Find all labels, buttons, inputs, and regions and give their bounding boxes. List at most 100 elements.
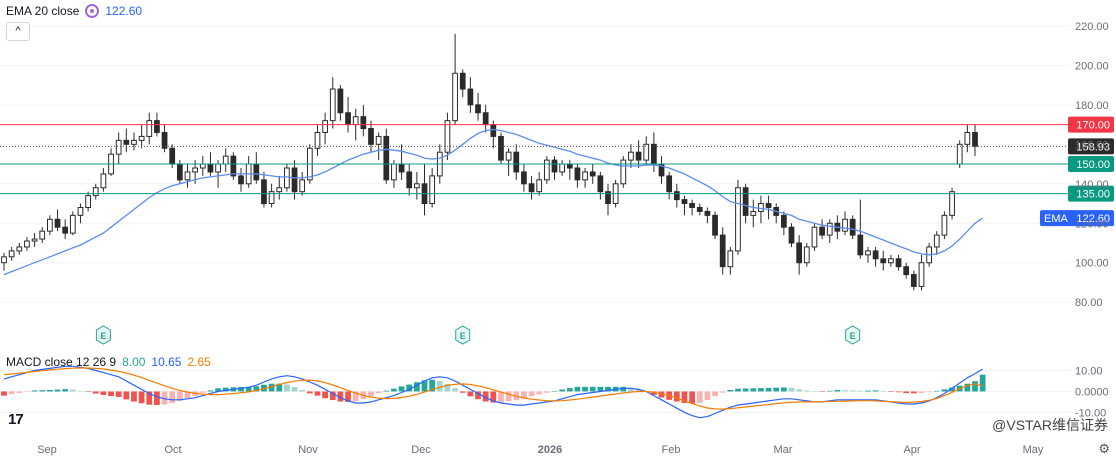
macd-histogram-bar	[398, 386, 405, 392]
level-tag-label: 170.00	[1076, 120, 1110, 132]
macd-histogram-bar	[69, 389, 76, 392]
macd-histogram-bar	[551, 391, 558, 392]
candle-body	[452, 72, 458, 122]
macd-histogram-bar	[566, 388, 573, 392]
candle-body	[161, 131, 168, 149]
settings-icon[interactable]: ⚙	[1098, 441, 1110, 456]
candle-body	[8, 250, 15, 258]
macd-histogram-bar	[421, 380, 428, 392]
macd-histogram-bar	[345, 391, 351, 402]
macd-histogram-bar	[31, 390, 38, 392]
ema-series	[3, 128, 983, 276]
x-tick-label: Apr	[903, 444, 920, 456]
candle-body	[918, 262, 925, 287]
candle-body	[842, 218, 848, 232]
candle-body	[597, 175, 604, 193]
macd-histogram-bar	[291, 387, 298, 392]
earnings-badge-label: E	[850, 331, 856, 341]
candle-body	[16, 246, 23, 252]
ema-tag-name: EMA	[1044, 213, 1069, 225]
macd-histogram-bar	[521, 391, 527, 399]
macd-histogram-bar	[712, 391, 718, 397]
candle-body	[742, 187, 749, 216]
macd-histogram-bar	[498, 391, 504, 403]
tradingview-logo[interactable]: 17	[8, 411, 24, 428]
refresh-icon[interactable]	[85, 4, 100, 18]
macd-histogram-bar	[199, 391, 206, 393]
macd-histogram-bar	[238, 387, 244, 392]
x-tick-label: Sep	[37, 444, 57, 456]
candle-body	[299, 179, 306, 193]
candle-body	[276, 187, 283, 193]
candle-body	[620, 159, 627, 185]
macd-y-tick-label: -10.00	[1075, 407, 1106, 419]
macd-histogram-bar	[482, 391, 489, 402]
macd-histogram-bar	[651, 391, 657, 395]
macd-histogram-bar	[941, 389, 948, 392]
macd-histogram-bar	[47, 389, 53, 392]
candle-body	[39, 230, 46, 240]
candle-body	[949, 191, 955, 216]
candle-body	[284, 167, 290, 189]
macd-histogram-bar	[123, 391, 130, 400]
macd-histogram-bar	[605, 386, 611, 392]
macd-histogram-bar	[559, 389, 566, 392]
macd-histogram-bar	[100, 391, 107, 396]
candle-body	[796, 242, 803, 264]
collapse-button[interactable]: ^	[6, 22, 30, 41]
macd-histogram-bar	[536, 391, 543, 395]
ema-legend-label: EMA 20 close	[6, 4, 80, 18]
candle-body	[62, 226, 69, 234]
y-tick-label: 100.00	[1075, 258, 1109, 270]
candle-body	[788, 226, 795, 244]
candle-body	[758, 203, 764, 212]
macd-histogram-bar	[758, 388, 764, 392]
macd-histogram-bar	[391, 388, 397, 392]
macd-histogram-bar	[207, 390, 214, 392]
macd-histogram-bar	[589, 386, 596, 392]
macd-histogram-bar	[375, 391, 382, 394]
candle-body	[337, 88, 344, 114]
macd-histogram-bar	[467, 391, 474, 397]
ema-legend[interactable]: EMA 20 close 122.60	[6, 4, 142, 18]
candle-body	[605, 191, 611, 205]
candle-body	[413, 183, 420, 189]
candle-body	[375, 135, 382, 145]
candle-body	[803, 246, 810, 264]
macd-histogram-bar	[933, 390, 940, 392]
earnings-badge-icon	[95, 325, 111, 345]
candle-body	[865, 250, 871, 256]
macd-histogram-bar	[597, 386, 604, 392]
macd-histogram-bar	[658, 391, 665, 398]
candle-body	[536, 179, 543, 193]
candle-body	[291, 167, 298, 193]
candle-body	[582, 171, 588, 181]
x-tick-label: Dec	[411, 444, 431, 456]
macd-histogram-bar	[299, 389, 306, 392]
candle-body	[643, 143, 650, 161]
level-tag-label: 150.00	[1076, 159, 1110, 171]
macd-histogram-bar	[1, 391, 7, 396]
candle-body	[566, 163, 573, 169]
macd-histogram-bar	[77, 390, 84, 392]
macd-histogram-bar	[880, 391, 887, 392]
ema-tag-value: 122.60	[1076, 213, 1110, 225]
macd-histogram-bar	[284, 384, 290, 392]
candle-body	[100, 173, 107, 189]
candle-body	[819, 226, 825, 236]
earnings-badge-label: E	[460, 331, 466, 341]
macd-histogram-bar	[352, 391, 359, 402]
candle-body	[482, 112, 489, 126]
macd-legend[interactable]: MACD close 12 26 9 8.00 10.65 2.65	[6, 355, 211, 369]
macd-histogram-bar	[16, 391, 23, 393]
macd-histogram-bar	[146, 391, 153, 405]
macd-histogram-bar	[857, 390, 864, 392]
macd-histogram-bar	[215, 388, 221, 392]
macd-histogram-bar	[329, 391, 336, 401]
candle-body	[176, 163, 183, 181]
macd-histogram-bar	[788, 387, 795, 392]
macd-histogram-bar	[819, 391, 825, 392]
macd-histogram-bar	[811, 391, 818, 392]
candle-body	[398, 163, 405, 173]
macd-histogram-bar	[176, 391, 183, 401]
